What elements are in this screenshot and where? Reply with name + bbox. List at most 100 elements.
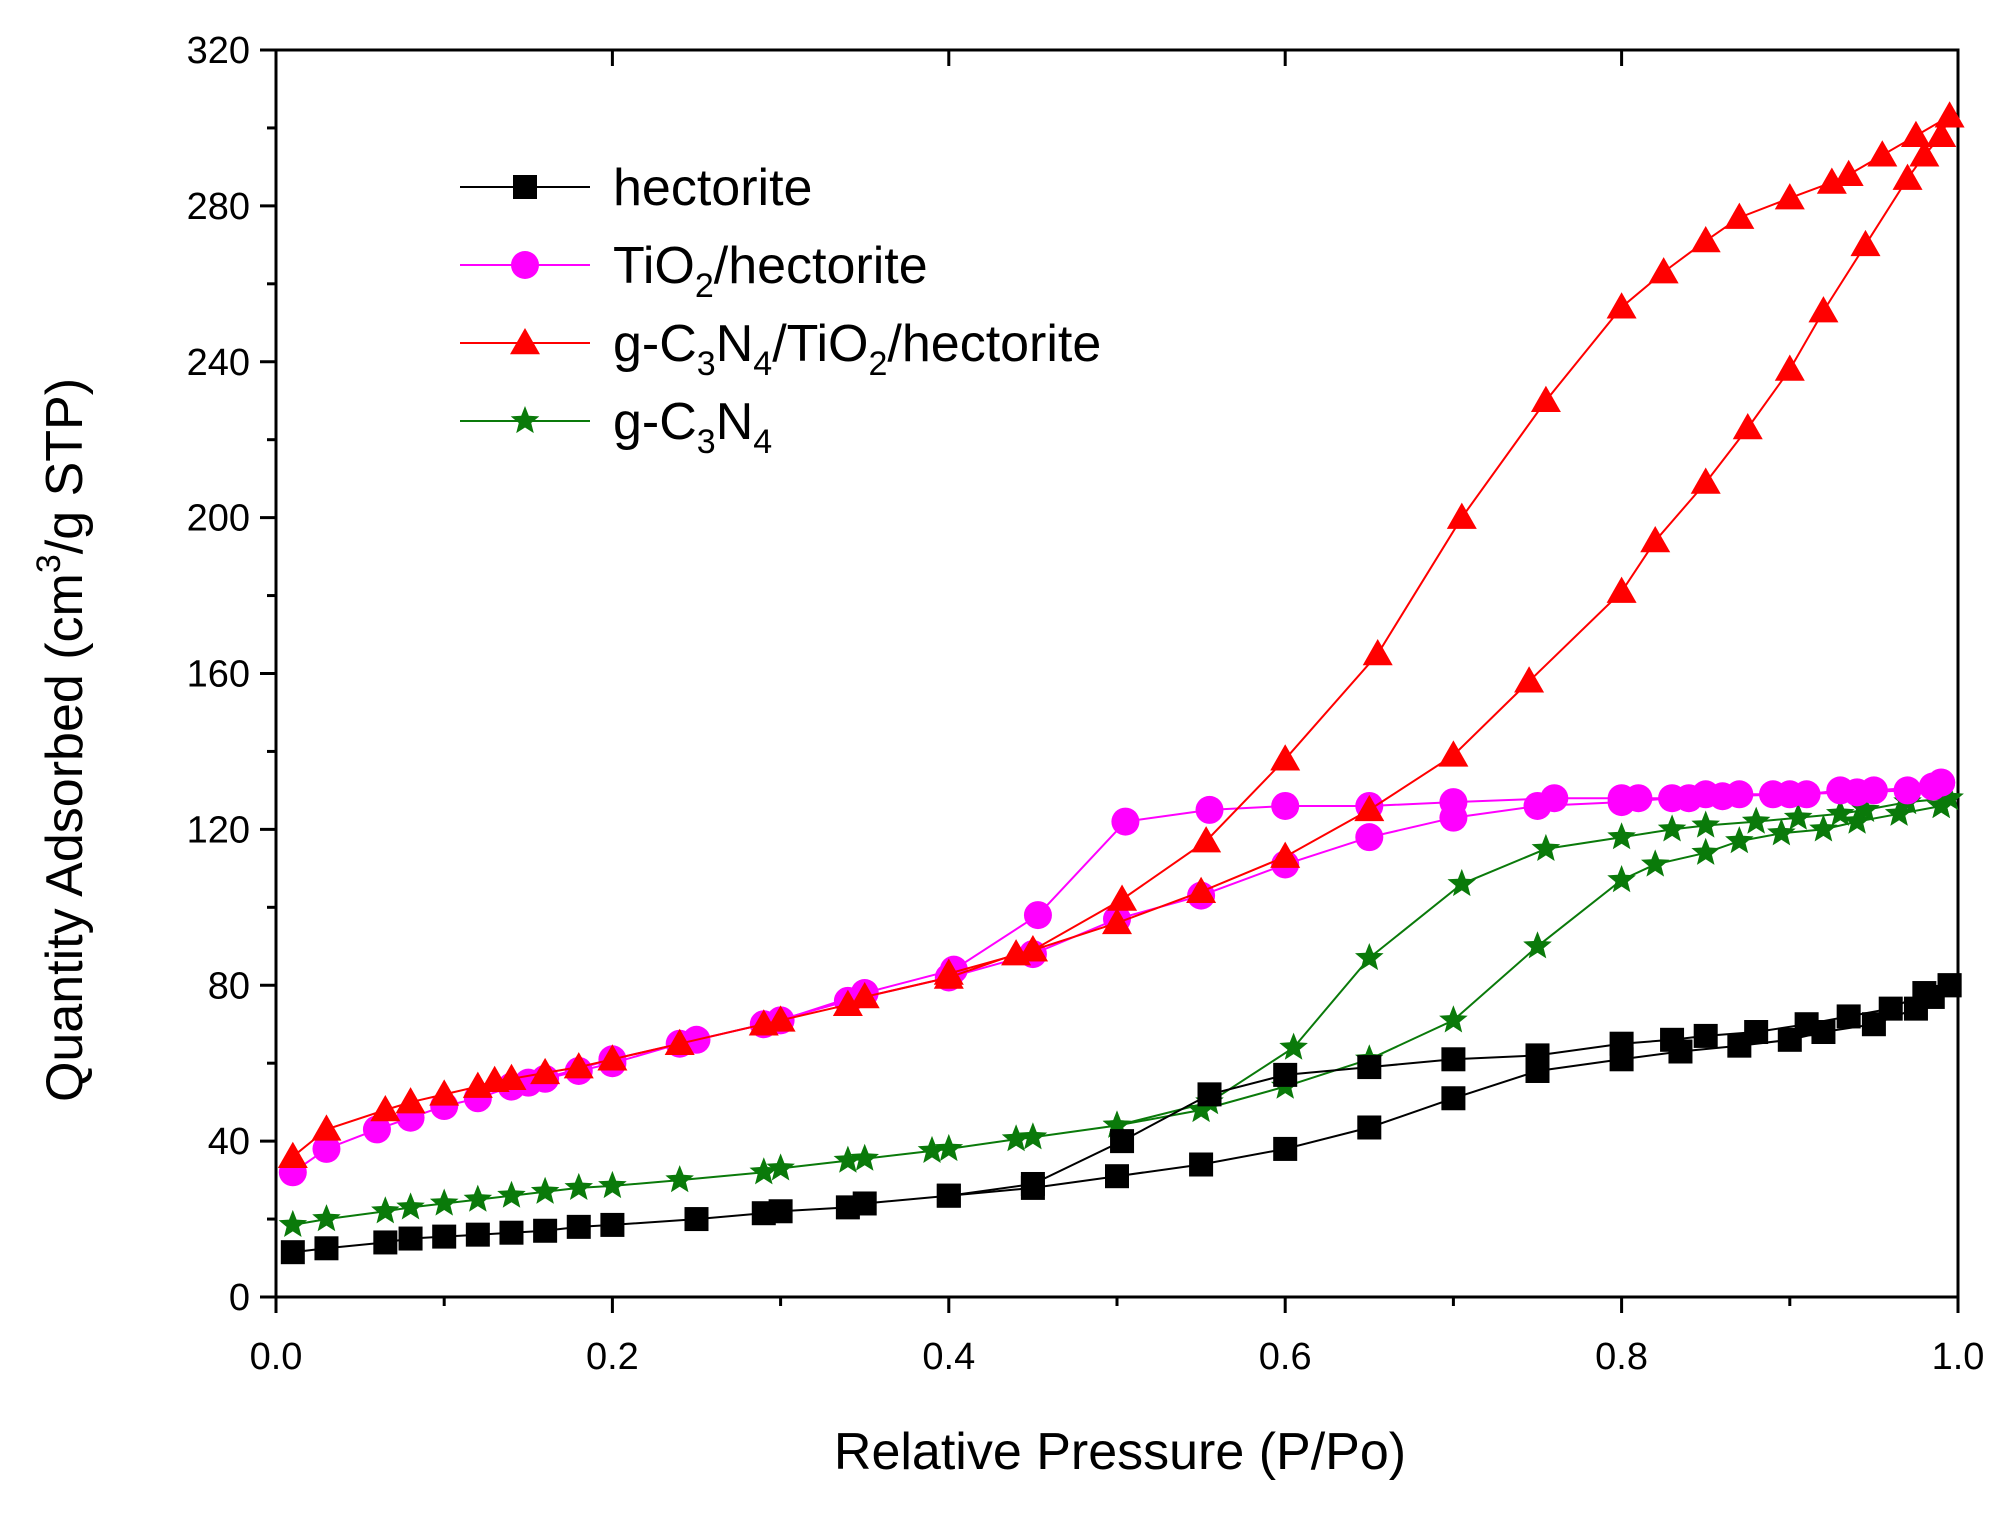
adsorption-point: [1189, 1152, 1214, 1177]
adsorption-point: [934, 1133, 964, 1162]
desorption-point: [1934, 101, 1965, 128]
adsorption-point: [1767, 818, 1796, 846]
x-tick-label: 0.8: [1595, 1336, 1648, 1378]
adsorption-point: [1105, 1164, 1129, 1189]
adsorption-point: [566, 1214, 591, 1239]
series-g-c3n4: [278, 783, 1964, 1237]
desorption-point: [1693, 1023, 1718, 1048]
adsorption-point: [370, 1094, 401, 1122]
adsorption-point: [1842, 806, 1872, 834]
adsorption-point: [1607, 865, 1636, 893]
adsorption-point: [1909, 140, 1940, 167]
legend-label-part: 2: [695, 267, 714, 305]
adsorption-point: [373, 1230, 398, 1255]
adsorption-point: [597, 1044, 628, 1071]
legend-label-part: g-C: [613, 315, 697, 373]
adsorption-point: [499, 1220, 524, 1245]
desorption-point: [1362, 639, 1393, 666]
adsorption-point: [665, 1165, 694, 1193]
desorption-point: [1836, 1004, 1861, 1029]
adsorption-point: [497, 1180, 526, 1208]
adsorption-point: [832, 989, 863, 1016]
axes-frame: [260, 48, 1960, 1313]
desorption-point: [1926, 791, 1956, 819]
adsorption-point: [312, 1204, 341, 1232]
adsorption-point: [600, 1212, 625, 1237]
y-tick-label: 200: [187, 498, 250, 540]
adsorption-point: [1892, 163, 1923, 190]
adsorption-point: [765, 1005, 796, 1032]
desorption-point: [1912, 981, 1937, 1006]
x-tick-label: 0.4: [922, 1336, 975, 1378]
adsorption-point: [1884, 798, 1914, 826]
desorption-point: [1648, 257, 1679, 284]
y-axis-title-sup: 3: [30, 554, 68, 573]
adsorption-point: [398, 1226, 423, 1251]
adsorption-point: [1186, 876, 1217, 903]
desorption-point: [1792, 780, 1821, 809]
adsorption-point: [280, 1240, 305, 1265]
adsorption-point: [1850, 229, 1881, 257]
legend-label-part: /hectorite: [714, 237, 928, 295]
desorption-point: [1878, 996, 1903, 1021]
desorption-point: [1530, 385, 1561, 412]
desorption-point: [1657, 814, 1687, 842]
adsorption-point: [1523, 931, 1552, 959]
legend-marker: [513, 175, 537, 199]
adsorption-line: [292, 135, 1942, 1158]
desorption-point: [1900, 120, 1931, 147]
y-axis-title-pre: Quantity Adsorbed (cm: [36, 573, 94, 1102]
legend-item: g-C3N4: [460, 393, 772, 461]
adsorption-point: [917, 1135, 947, 1163]
adsorption-point: [429, 1079, 460, 1106]
adsorption-point: [1732, 412, 1763, 440]
desorption-point: [1826, 776, 1855, 805]
desorption-point: [1741, 806, 1771, 834]
adsorption-point: [850, 1143, 879, 1171]
y-tick-label: 0: [229, 1277, 250, 1319]
legend: hectoriteTiO2/hectoriteg-C3N4/TiO2/hecto…: [460, 159, 1101, 461]
desorption-point: [1725, 780, 1754, 809]
desorption-point: [1937, 973, 1962, 998]
adsorption-point: [1725, 826, 1754, 854]
desorption-point: [1794, 1012, 1819, 1037]
legend-label: g-C3N4: [613, 393, 772, 461]
adsorption-point: [849, 981, 880, 1009]
desorption-point: [1783, 802, 1813, 830]
y-tick-label: 280: [187, 186, 250, 228]
y-tick-label: 40: [208, 1121, 250, 1163]
adsorption-point: [1691, 837, 1720, 865]
legend-marker: [510, 328, 540, 355]
adsorption-point: [1186, 1095, 1216, 1123]
legend-label-part: N: [716, 393, 754, 451]
y-tick-label: 120: [187, 809, 250, 851]
adsorption-point: [395, 1087, 426, 1114]
y-tick-label: 320: [187, 30, 250, 72]
adsorption-point: [749, 1157, 778, 1185]
desorption-point: [1273, 1062, 1298, 1087]
adsorption-point: [1102, 907, 1132, 935]
desorption-point: [1540, 784, 1569, 813]
adsorption-point: [664, 1028, 695, 1055]
desorption-point: [1833, 159, 1864, 186]
legend-label-part: /TiO: [772, 315, 868, 373]
desorption-point: [1017, 935, 1048, 962]
desorption-point: [933, 958, 964, 985]
desorption-line: [1116, 796, 1953, 1127]
y-axis-title-post: /g STP): [36, 378, 94, 554]
y-tick-label: 80: [208, 965, 250, 1007]
adsorption-point: [496, 1063, 527, 1091]
desorption-point: [1691, 810, 1720, 838]
legend-item: g-C3N4/TiO2/hectorite: [460, 315, 1101, 383]
adsorption-point: [1357, 1115, 1382, 1140]
desorption-point: [936, 1183, 961, 1208]
legend-label-part: N: [716, 315, 754, 373]
x-tick-label: 0.2: [586, 1336, 639, 1378]
desorption-point: [1271, 791, 1300, 820]
tick-labels: 0.0 0.2 0.4 0.6 0.8 1.00408012016020024028032…: [187, 30, 1985, 1378]
legend-marker: [510, 406, 540, 434]
adsorption-point: [277, 1141, 308, 1168]
desorption-point: [1674, 784, 1703, 813]
adsorption-point: [852, 1191, 877, 1216]
